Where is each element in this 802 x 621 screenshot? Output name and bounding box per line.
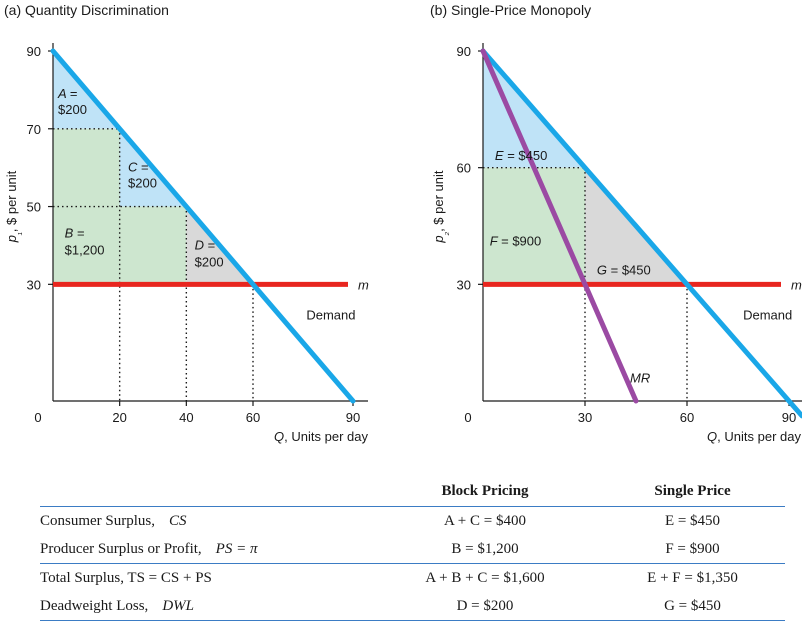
row-label: Deadweight Loss, DWL [40,592,370,621]
x-tick-label: 0 [464,410,471,425]
x-tick-label: 40 [179,410,193,425]
cell-block-pricing: D = $200 [370,592,600,621]
panel-a-x-ticks: 0 20 40 60 90 [34,401,360,425]
table-row-deadweight-loss: Deadweight Loss, DWL D = $200 G = $450 [40,592,785,621]
row-label: Producer Surplus or Profit, PS = π [40,535,370,564]
x-tick-label: 60 [680,410,694,425]
cell-block-pricing: B = $1,200 [370,535,600,564]
row-label: Total Surplus, TS = CS + PS [40,569,212,586]
x-tick-label: 60 [246,410,260,425]
table-row-consumer-surplus: Consumer Surplus, CS A + C = $400 E = $45… [40,507,785,536]
panel-b-x-axis-label: Q, Units per day [707,429,801,444]
region-b-label: B = $1,200 [65,226,105,258]
table-row-producer-surplus: Producer Surplus or Profit, PS = π B = $1… [40,535,785,564]
row-label: Consumer Surplus, CS [40,512,187,529]
x-tick-label: 30 [578,410,592,425]
table-header-blank [40,476,370,507]
cell-single-price: E + F = $1,350 [647,569,738,586]
y-tick-label: 50 [27,200,41,215]
x-tick-label: 90 [782,410,796,425]
panel-b-mr-line [480,48,639,404]
region-f-fill [483,167,585,285]
region-d-label: D = $200 [195,237,224,269]
panel-b-y-ticks: 30 60 90 [457,44,483,292]
panel-b-y-axis-label: p₂, $ per unit [431,170,450,243]
panel-b-region-labels: E = $450 F = $900 G = $450 [490,148,651,278]
panel-b-mr-label: MR [630,371,650,386]
cell-single-price: E = $450 [664,512,721,529]
x-tick-label: 0 [34,410,41,425]
cell-single-price: G = $450 [600,592,785,621]
panel-a-quantity-discrimination: (a) Quantity Discrimination 0 20 40 60 90 30… [4,2,369,444]
region-e-label: E = $450 [495,148,547,163]
panel-b-demand-label: Demand [743,307,792,322]
y-tick-label: 30 [457,277,471,292]
table-row-total-surplus: Total Surplus, TS = CS + PS A + B + C = … [40,564,785,593]
region-a-label: A = $200 [57,86,87,117]
table-header-single-price: Single Price [600,476,785,507]
panel-b-x-ticks: 0 30 60 90 [464,401,796,425]
x-tick-label: 20 [112,410,126,425]
panel-b-title: (b) Single-Price Monopoly [430,2,591,18]
y-tick-label: 90 [457,44,471,59]
panel-a-y-ticks: 30 50 70 90 [27,44,53,292]
y-tick-label: 30 [27,277,41,292]
y-tick-label: 70 [27,122,41,137]
table-header-row: Block Pricing Single Price [40,476,785,507]
panel-a-y-axis-label: p₁, $ per unit [4,170,23,243]
panel-a-title: (a) Quantity Discrimination [4,2,169,18]
region-c-label: C = $200 [128,160,157,191]
x-tick-label: 90 [346,410,360,425]
y-tick-label: 90 [27,44,41,59]
panel-a-demand-line [50,48,356,404]
panel-a-guide-lines [53,128,254,401]
panel-a-demand-label: Demand [306,307,355,322]
cell-block-pricing: A + B + C = $1,600 [425,569,545,586]
panel-b-single-price-monopoly: (b) Single-Price Monopoly 0 30 60 90 30 60 90… [430,2,802,444]
region-f-label: F = $900 [490,233,541,248]
table-header-block-pricing: Block Pricing [370,476,600,507]
charts-area: (a) Quantity Discrimination 0 20 40 60 90 30… [4,2,802,444]
panel-a-region-labels: A = $200 C = $200 B = $1,200 D = $200 [57,86,224,270]
panel-b-m-label: m [791,277,802,292]
panel-a-x-axis-label: Q, Units per day [274,429,368,444]
cell-single-price: F = $900 [600,535,785,564]
surplus-comparison-table: Block Pricing Single Price Consumer Surp… [40,476,785,621]
panel-b-demand-line [480,48,802,419]
panel-a-m-label: m [358,277,369,292]
region-g-label: G = $450 [597,263,651,278]
y-tick-label: 60 [457,161,471,176]
cell-block-pricing: A + C = $400 [444,512,526,529]
